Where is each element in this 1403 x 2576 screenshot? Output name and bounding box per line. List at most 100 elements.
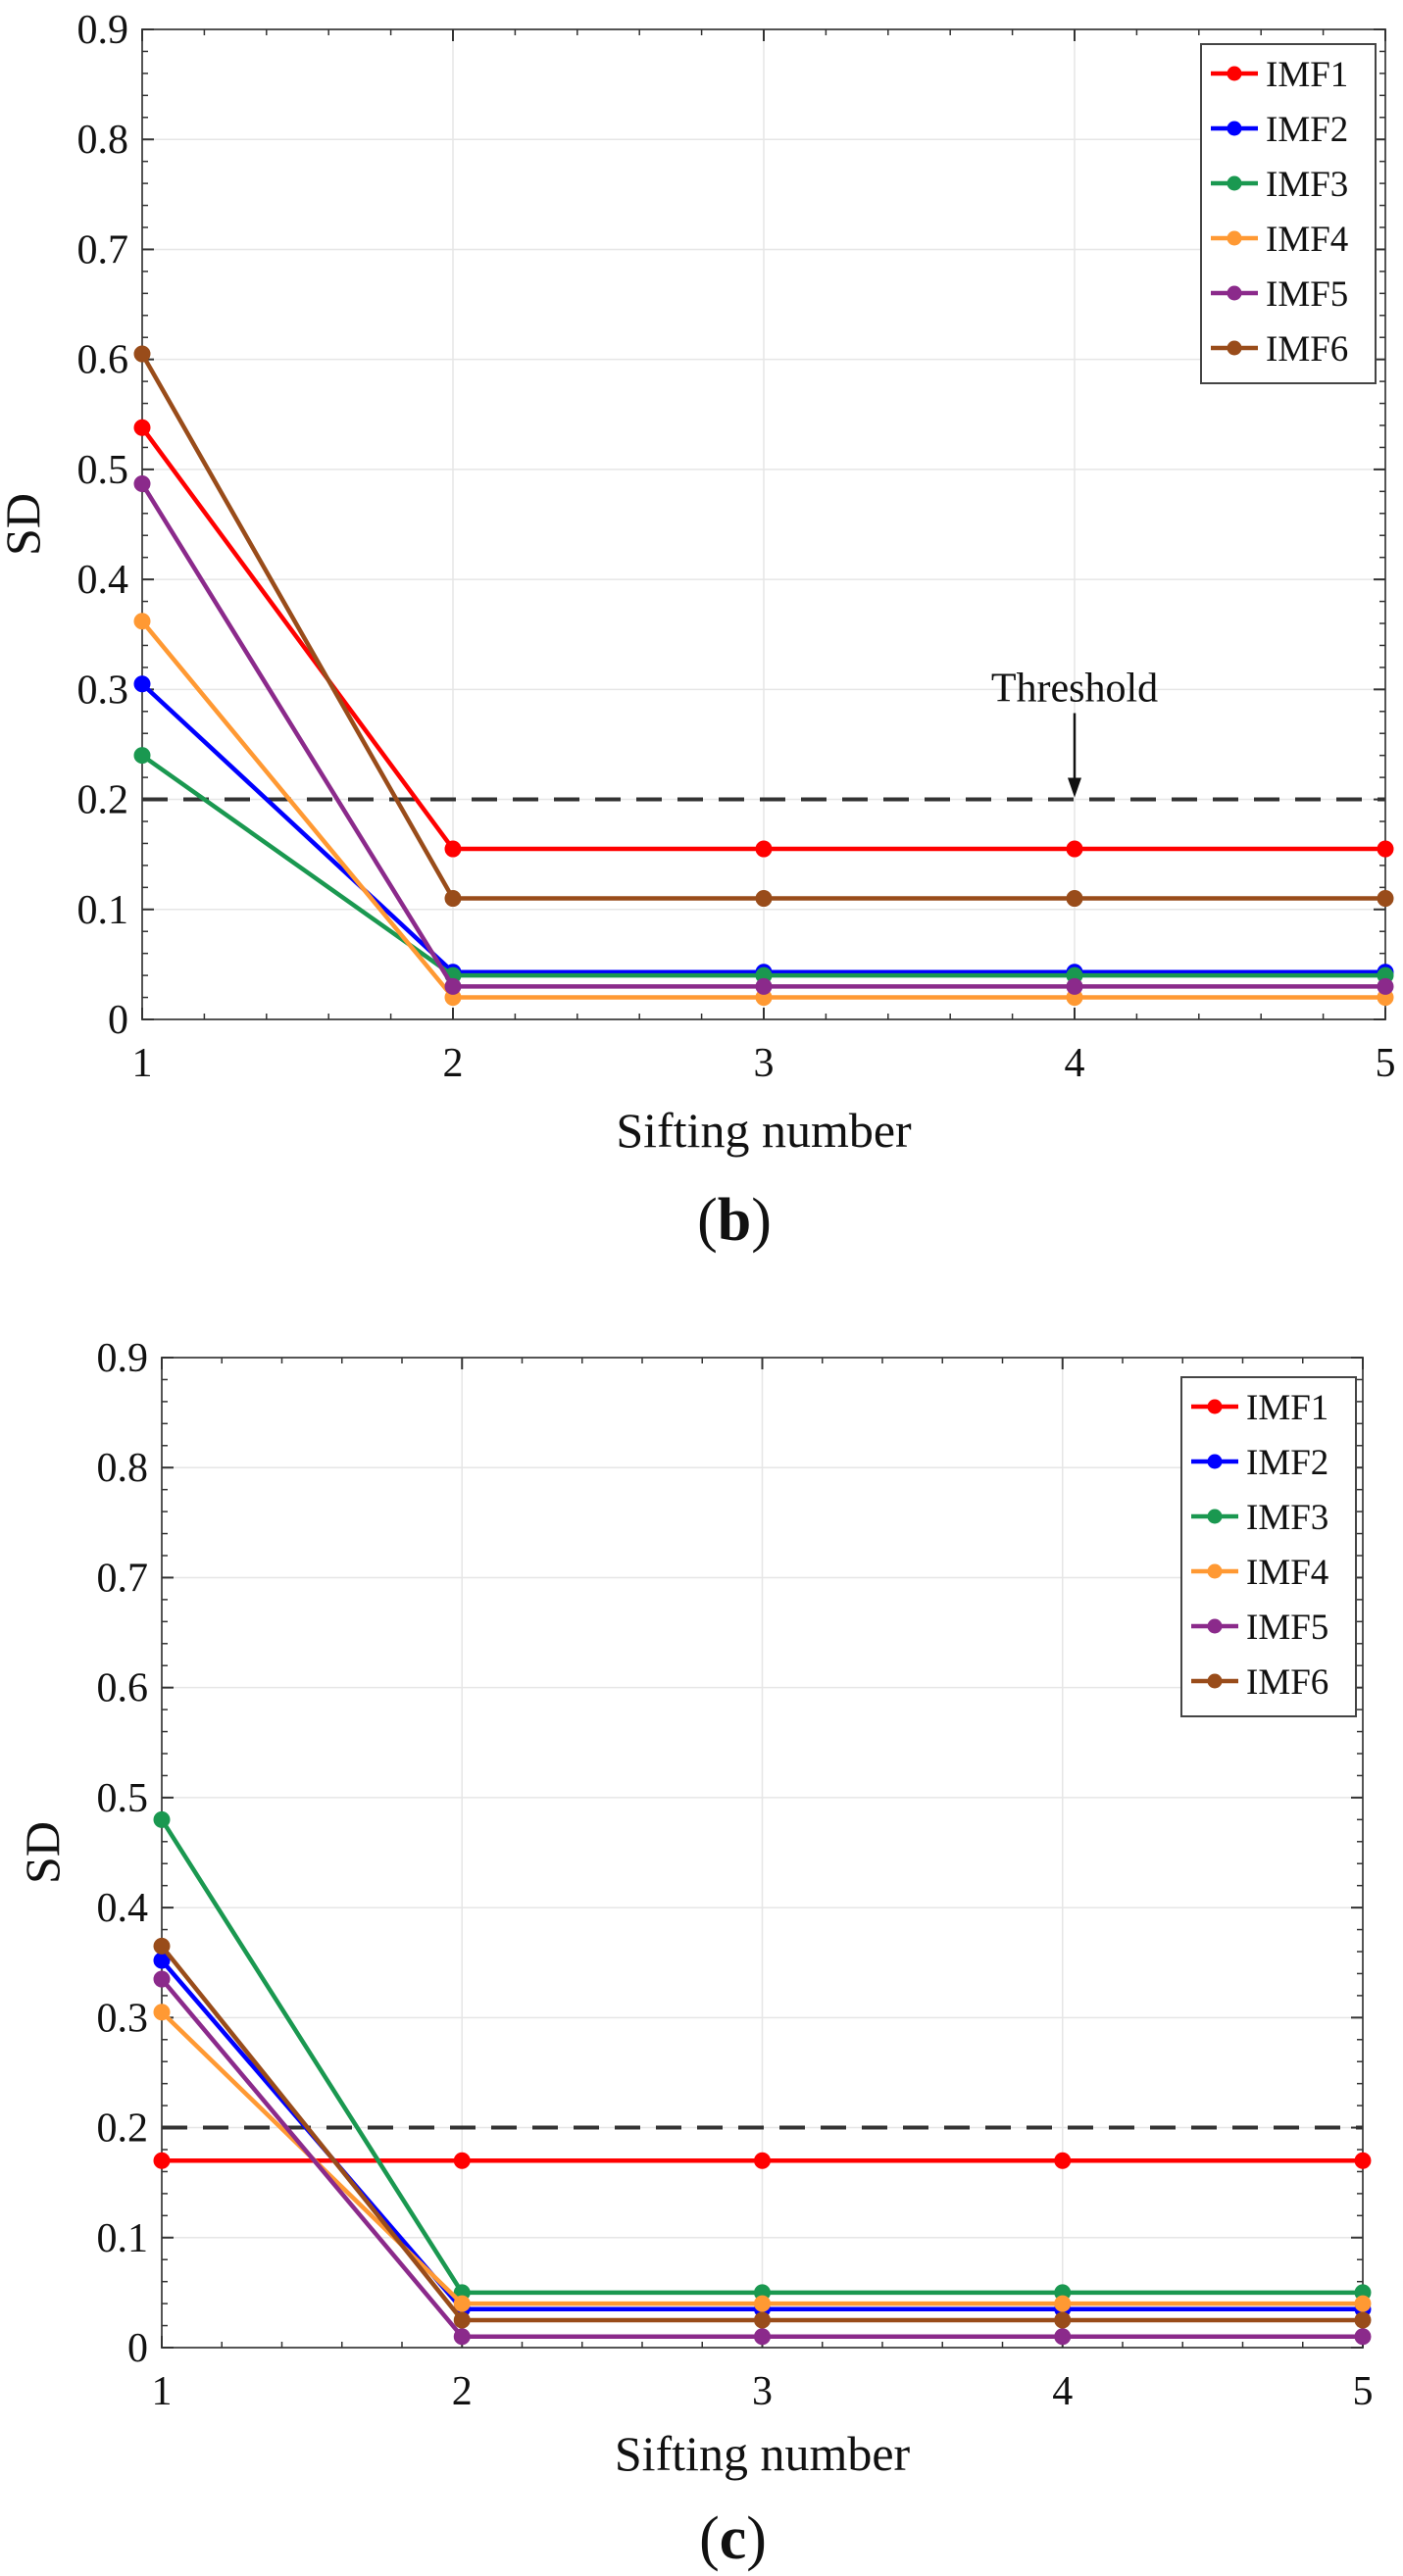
legend-box bbox=[1200, 43, 1377, 384]
data-point bbox=[1354, 2295, 1372, 2312]
series-IMF5 bbox=[153, 1970, 1372, 2346]
data-point bbox=[153, 1810, 171, 1828]
legend-swatch-marker bbox=[1207, 1618, 1223, 1634]
legend-label: IMF6 bbox=[1246, 1662, 1328, 1703]
chart-panel-b: 0 0.1 0.2 0.3 0.4 0.5 0.6 0.7 0.8 0.9 1 2 3 4 5 Sifting… bbox=[0, 8, 1396, 1254]
x-tick-label: 5 bbox=[1353, 2369, 1374, 2414]
y-tick-label: 0.6 bbox=[77, 338, 129, 383]
y-tick-label: 0.8 bbox=[97, 1446, 149, 1491]
x-tick-label: 4 bbox=[1065, 1041, 1085, 1086]
data-point bbox=[1054, 2152, 1072, 2169]
x-axis-label: Sifting number bbox=[616, 1103, 912, 1158]
data-point bbox=[1354, 2311, 1372, 2329]
legend-swatch-marker bbox=[1227, 285, 1242, 301]
threshold-arrow-head bbox=[1068, 777, 1081, 798]
series-IMF1 bbox=[133, 419, 1394, 858]
data-point bbox=[1066, 977, 1083, 995]
x-tick-label: 3 bbox=[752, 2369, 773, 2414]
data-point bbox=[1054, 2311, 1072, 2329]
legend-swatch-marker bbox=[1207, 1454, 1223, 1469]
panel-label: (c) bbox=[699, 2505, 767, 2572]
data-point bbox=[453, 2152, 471, 2169]
data-point bbox=[444, 890, 462, 908]
y-tick-label: 0.1 bbox=[77, 888, 129, 933]
legend-swatch-marker bbox=[1227, 230, 1242, 246]
series-IMF6 bbox=[133, 345, 1394, 908]
legend-label: IMF1 bbox=[1266, 55, 1348, 95]
x-axis-label: Sifting number bbox=[615, 2426, 911, 2481]
y-tick-label: 0.2 bbox=[97, 2106, 149, 2152]
data-point bbox=[444, 977, 462, 995]
legend-label: IMF2 bbox=[1246, 1443, 1328, 1483]
legend-swatch-marker bbox=[1227, 121, 1242, 136]
y-tick-label: 0.4 bbox=[77, 558, 129, 603]
data-point bbox=[153, 2004, 171, 2021]
data-point bbox=[133, 747, 151, 765]
data-point bbox=[453, 2295, 471, 2312]
data-point bbox=[133, 474, 151, 492]
data-point bbox=[153, 1937, 171, 1955]
y-tick-label: 0.1 bbox=[97, 2216, 149, 2261]
x-tick-label: 2 bbox=[443, 1041, 464, 1086]
legend-label: IMF3 bbox=[1266, 165, 1348, 205]
data-point bbox=[754, 2295, 771, 2312]
legend-label: IMF4 bbox=[1266, 220, 1348, 260]
legend-swatch-marker bbox=[1207, 1399, 1223, 1414]
x-tick-label: 1 bbox=[132, 1041, 153, 1086]
data-point bbox=[444, 840, 462, 858]
series-IMF4 bbox=[153, 2004, 1372, 2312]
data-point bbox=[1377, 840, 1394, 858]
data-point bbox=[153, 2152, 171, 2169]
data-point bbox=[453, 2311, 471, 2329]
y-tick-label: 0 bbox=[127, 2326, 148, 2371]
series-IMF1 bbox=[153, 2152, 1372, 2169]
y-tick-label: 0.2 bbox=[77, 778, 129, 823]
data-point bbox=[1377, 890, 1394, 908]
legend-swatch-marker bbox=[1227, 175, 1242, 191]
x-tick-label: 5 bbox=[1376, 1041, 1396, 1086]
y-tick-label: 0.9 bbox=[77, 8, 129, 53]
legend-label: IMF5 bbox=[1246, 1608, 1328, 1648]
y-tick-label: 0.7 bbox=[77, 227, 129, 272]
panel-label: (b) bbox=[697, 1187, 772, 1254]
data-point bbox=[1377, 977, 1394, 995]
y-tick-label: 0.5 bbox=[97, 1776, 149, 1821]
legend: IMF1 IMF2 IMF3 IMF4 IMF5 IMF6 bbox=[1200, 43, 1377, 384]
x-tick-label: 4 bbox=[1052, 2369, 1073, 2414]
data-point bbox=[133, 345, 151, 363]
legend-label: IMF2 bbox=[1266, 110, 1348, 150]
y-tick-label: 0.4 bbox=[97, 1886, 149, 1931]
legend-swatch-marker bbox=[1207, 1563, 1223, 1579]
x-tick-label: 1 bbox=[152, 2369, 173, 2414]
data-point bbox=[754, 2328, 771, 2346]
data-point bbox=[755, 890, 773, 908]
y-axis-label: SD bbox=[0, 493, 50, 556]
y-tick-label: 0.5 bbox=[77, 448, 129, 493]
threshold-label: Threshold bbox=[991, 667, 1158, 712]
legend-swatch-marker bbox=[1207, 1509, 1223, 1524]
y-tick-label: 0 bbox=[108, 998, 128, 1043]
legend-label: IMF3 bbox=[1246, 1498, 1328, 1538]
legend-box bbox=[1180, 1376, 1357, 1717]
x-tick-label: 2 bbox=[452, 2369, 473, 2414]
legend-swatch-marker bbox=[1227, 340, 1242, 356]
data-point bbox=[153, 1970, 171, 1988]
y-axis-label: SD bbox=[15, 1821, 70, 1884]
y-tick-label: 0.3 bbox=[97, 1996, 149, 2041]
series-IMF5 bbox=[133, 474, 1394, 995]
legend-label: IMF1 bbox=[1246, 1388, 1328, 1428]
legend-label: IMF5 bbox=[1266, 274, 1348, 315]
data-point bbox=[1354, 2152, 1372, 2169]
data-point bbox=[1066, 890, 1083, 908]
x-tick-label: 3 bbox=[754, 1041, 775, 1086]
data-point bbox=[1054, 2295, 1072, 2312]
data-point bbox=[754, 2152, 771, 2169]
legend-swatch-marker bbox=[1227, 66, 1242, 81]
data-point bbox=[755, 840, 773, 858]
data-point bbox=[133, 419, 151, 436]
legend-swatch-marker bbox=[1207, 1673, 1223, 1689]
legend-label: IMF4 bbox=[1246, 1553, 1328, 1593]
data-point bbox=[453, 2328, 471, 2346]
data-point bbox=[133, 613, 151, 630]
